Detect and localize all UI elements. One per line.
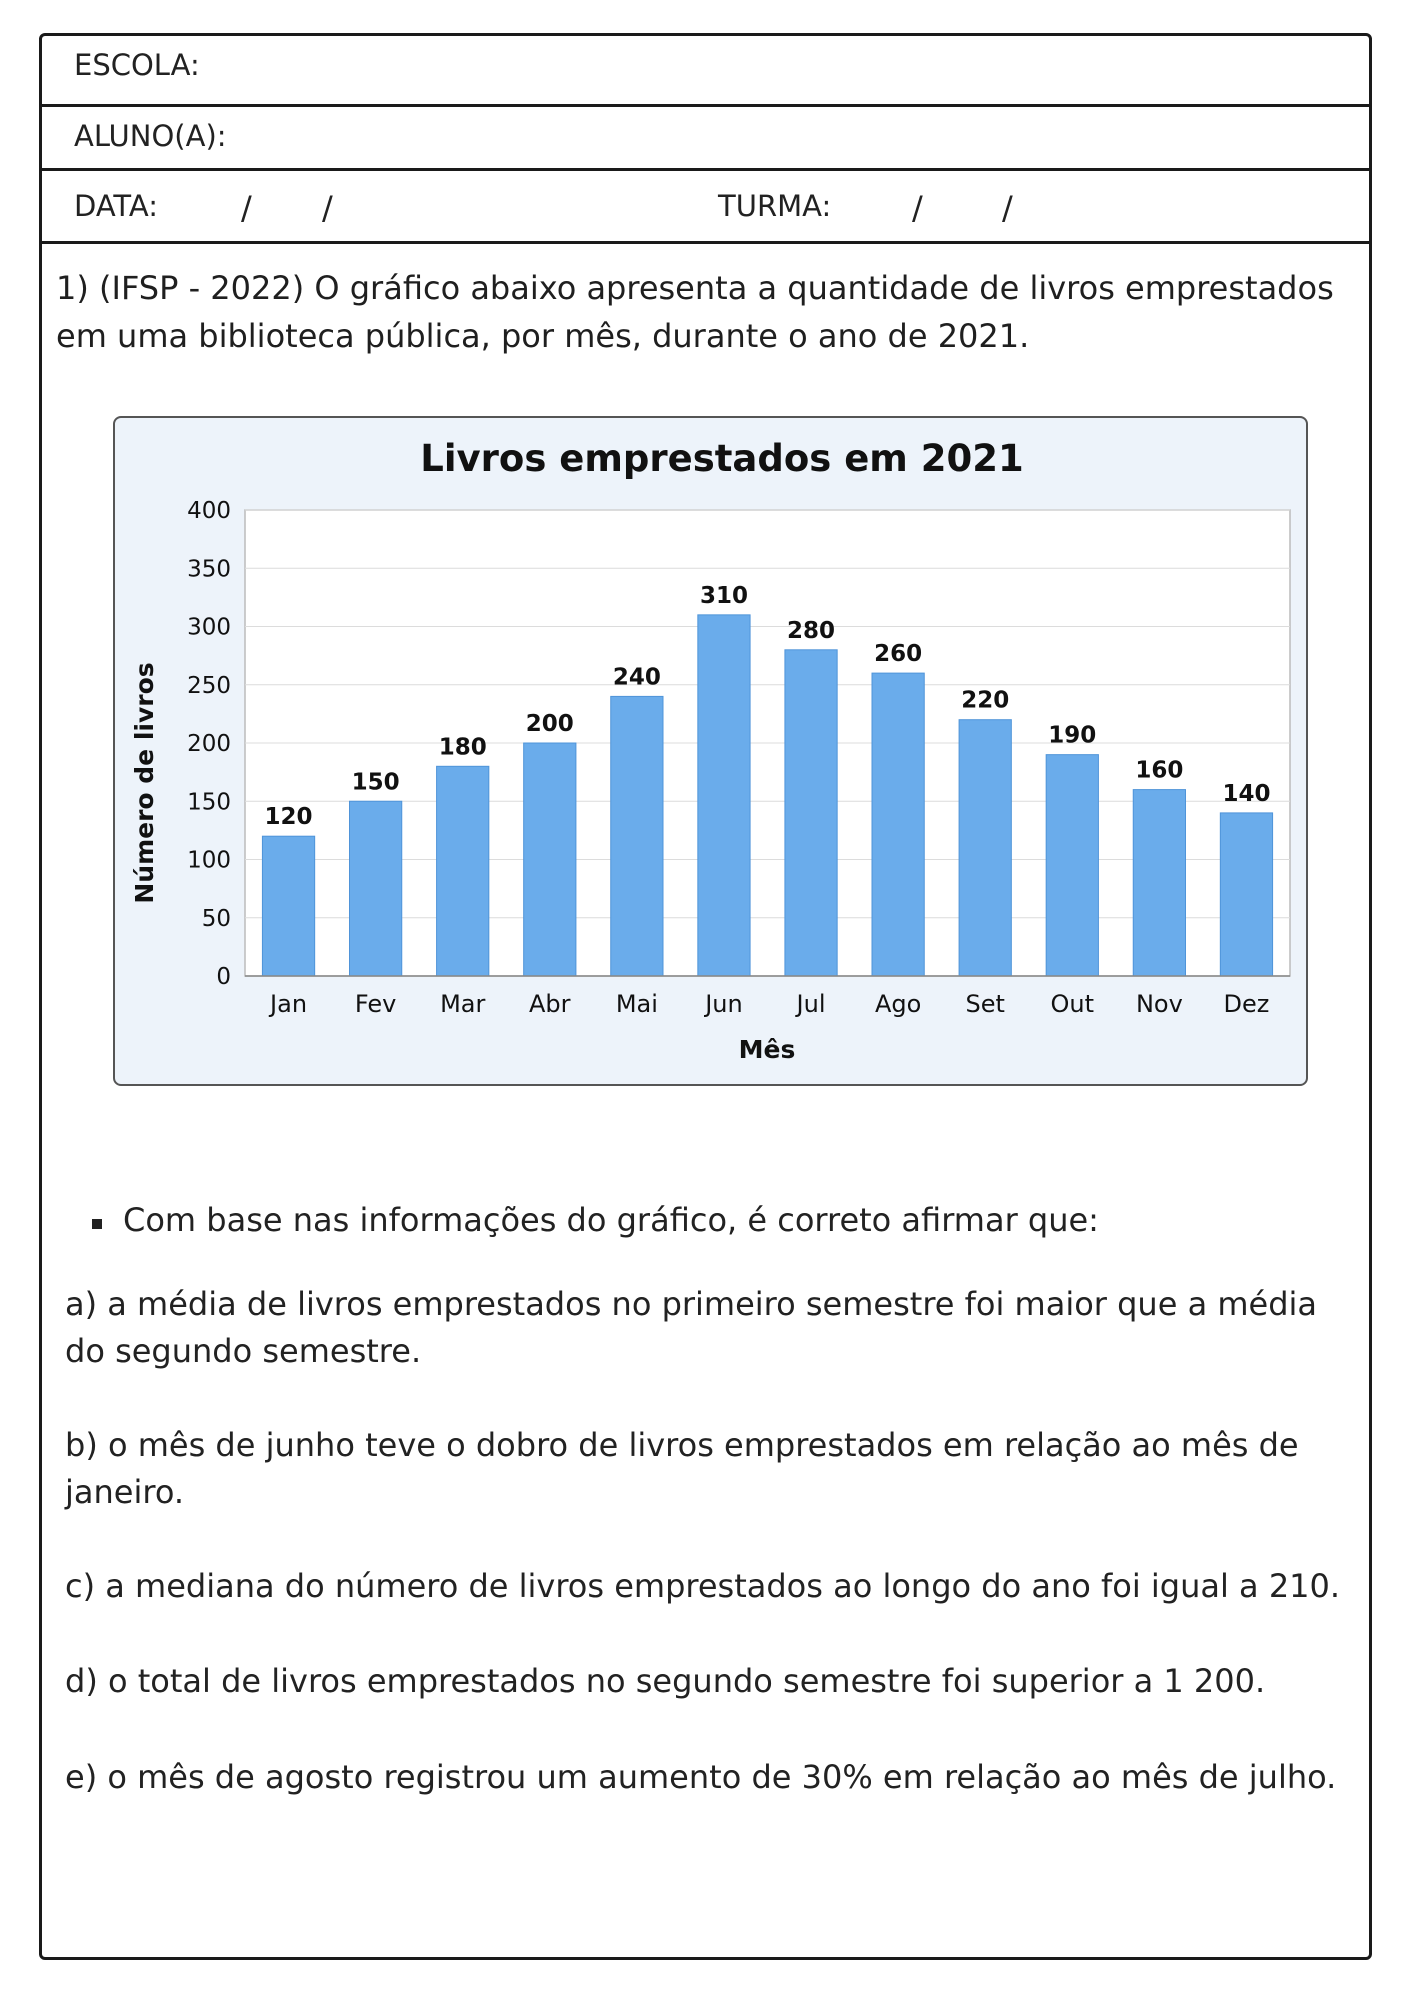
option-e[interactable]: e) o mês de agosto registrou um aumento … <box>65 1758 1337 1796</box>
x-tick-label: Jul <box>795 990 826 1018</box>
option-b[interactable]: b) o mês de junho teve o dobro de livros… <box>65 1426 1299 1511</box>
x-tick-label: Abr <box>529 990 571 1018</box>
x-tick-label: Jan <box>268 990 307 1018</box>
y-tick-label: 50 <box>202 906 231 932</box>
bar <box>1045 754 1099 977</box>
y-tick-label: 0 <box>216 964 231 990</box>
date-label: DATA: <box>74 189 158 223</box>
data-label: 260 <box>874 641 922 667</box>
question-text: 1) (IFSP - 2022) O gráfico abaixo aprese… <box>56 269 1334 355</box>
y-tick-label: 400 <box>187 498 231 524</box>
worksheet: ESCOLA: ALUNO(A): DATA: / / TURMA: / / 1… <box>39 33 1372 1960</box>
y-tick-label: 200 <box>187 731 231 757</box>
school-label: ESCOLA: <box>74 48 200 82</box>
y-tick-label: 300 <box>187 615 231 641</box>
x-axis-label: Mês <box>739 1035 796 1064</box>
data-label: 310 <box>700 583 748 609</box>
student-row: ALUNO(A): <box>42 107 1369 171</box>
data-label: 160 <box>1135 758 1183 784</box>
x-tick-label: Fev <box>355 990 396 1018</box>
x-tick-label: Mai <box>616 990 658 1018</box>
data-label: 220 <box>961 688 1009 714</box>
class-slash: / <box>1002 189 1013 227</box>
data-label: 280 <box>787 618 835 644</box>
x-tick-label: Jun <box>703 990 743 1018</box>
bar <box>784 649 838 977</box>
y-axis-label: Número de livros <box>130 662 159 903</box>
data-label: 140 <box>1222 781 1270 807</box>
option-a[interactable]: a) a média de livros emprestados no prim… <box>65 1285 1318 1370</box>
date-slash: / <box>322 189 333 227</box>
data-label: 120 <box>265 804 313 830</box>
bar <box>697 614 751 977</box>
x-tick-label: Mar <box>440 990 485 1018</box>
x-tick-label: Dez <box>1224 990 1270 1018</box>
data-label: 180 <box>439 734 487 760</box>
data-label: 240 <box>613 664 661 690</box>
bullet-icon <box>92 1219 102 1229</box>
bar <box>958 719 1012 977</box>
y-tick-label: 150 <box>187 789 231 815</box>
x-tick-label: Ago <box>875 990 921 1018</box>
bar-chart: 0 50 100 150 200 250 300 350 400 120 Jan 150 Fev 180 M… <box>113 416 1308 1086</box>
class-label: TURMA: <box>718 189 832 223</box>
x-tick-label: Set <box>965 990 1004 1018</box>
option-c[interactable]: c) a mediana do número de livros emprest… <box>65 1567 1341 1605</box>
chart-canvas: 0 50 100 150 200 250 300 350 400 120 Jan 150 Fev 180 M… <box>130 437 1291 1064</box>
question-prompt: Com base nas informações do gráfico, é c… <box>123 1201 1099 1239</box>
bar <box>523 742 577 977</box>
y-tick-label: 250 <box>187 673 231 699</box>
bar <box>261 835 316 977</box>
bar <box>610 695 664 977</box>
bar <box>1132 789 1186 977</box>
y-tick-label: 100 <box>187 848 231 874</box>
x-tick-label: Nov <box>1136 990 1183 1018</box>
school-row: ESCOLA: <box>42 36 1369 107</box>
y-tick-label: 350 <box>187 556 231 582</box>
bar <box>871 672 925 977</box>
chart-title: Livros emprestados em 2021 <box>420 437 1023 480</box>
option-d[interactable]: d) o total de livros emprestados no segu… <box>65 1662 1266 1700</box>
bar <box>349 800 403 977</box>
student-label: ALUNO(A): <box>74 119 227 153</box>
x-tick-label: Out <box>1051 990 1095 1018</box>
bar <box>436 765 490 977</box>
date-class-row: DATA: / / TURMA: / / <box>42 171 1369 244</box>
data-label: 190 <box>1048 723 1096 749</box>
data-label: 200 <box>526 711 574 737</box>
date-slash: / <box>241 189 252 227</box>
data-label: 150 <box>352 769 400 795</box>
bar <box>1219 812 1274 977</box>
class-slash: / <box>912 189 923 227</box>
